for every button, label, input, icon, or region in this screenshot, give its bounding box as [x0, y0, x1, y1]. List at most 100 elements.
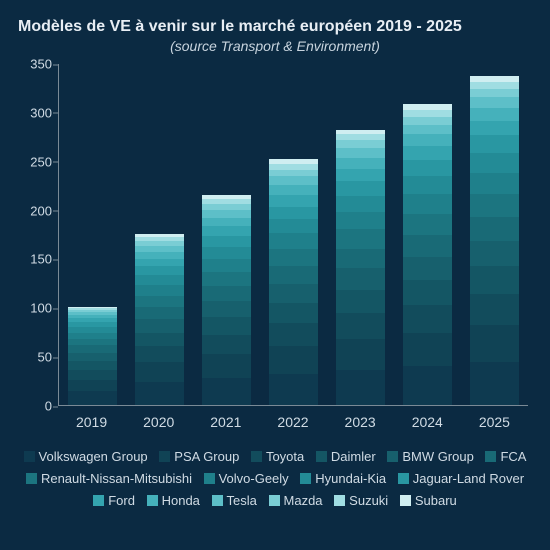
x-label: 2022	[259, 410, 326, 434]
bar-segment	[202, 301, 252, 317]
legend-swatch	[251, 451, 262, 462]
bar-segment	[403, 146, 453, 160]
bar-segment	[269, 207, 319, 220]
bar-segment	[336, 169, 386, 182]
bar-segment	[403, 257, 453, 280]
bar-segment	[336, 212, 386, 230]
bar-segment	[269, 266, 319, 284]
bar-segment	[336, 370, 386, 405]
legend-swatch	[387, 451, 398, 462]
x-label: 2025	[461, 410, 528, 434]
stacked-bar	[135, 234, 185, 405]
bar-segment	[470, 97, 520, 108]
bar-column	[327, 64, 394, 405]
bar-segment	[269, 323, 319, 346]
legend-item: Ford	[93, 490, 135, 512]
bar-segment	[470, 153, 520, 173]
bar-segment	[470, 82, 520, 89]
plot-area	[58, 64, 528, 406]
bar-segment	[68, 339, 118, 346]
x-label: 2019	[58, 410, 125, 434]
bar-segment	[470, 217, 520, 240]
bar-segment	[403, 160, 453, 177]
bar-segment	[403, 110, 453, 117]
y-tick: 100	[18, 301, 52, 316]
bar-segment	[336, 229, 386, 249]
legend-item: Volvo-Geely	[204, 468, 289, 490]
y-tick: 0	[18, 399, 52, 414]
bar-segment	[202, 286, 252, 302]
legend-swatch	[24, 451, 35, 462]
bar-segment	[470, 108, 520, 121]
legend-swatch	[398, 473, 409, 484]
legend-swatch	[334, 495, 345, 506]
legend-item: Daimler	[316, 446, 376, 468]
x-label: 2020	[125, 410, 192, 434]
legend-item: BMW Group	[387, 446, 474, 468]
bar-segment	[68, 391, 118, 405]
bar-segment	[269, 249, 319, 267]
bar-column	[126, 64, 193, 405]
bar-segment	[135, 307, 185, 319]
legend-item: Toyota	[251, 446, 304, 468]
legend: Volkswagen Group PSA Group Toyota Daimle…	[18, 446, 532, 512]
bar-segment	[336, 181, 386, 196]
bar-segment	[336, 290, 386, 313]
bar-segment	[336, 249, 386, 269]
bar-segment	[68, 353, 118, 361]
legend-swatch	[26, 473, 37, 484]
bar-segment	[269, 195, 319, 207]
chart-subtitle: (source Transport & Environment)	[18, 38, 532, 54]
legend-swatch	[204, 473, 215, 484]
bar-segment	[202, 378, 252, 405]
stacked-bar	[269, 159, 319, 405]
legend-swatch	[147, 495, 158, 506]
y-tick: 250	[18, 154, 52, 169]
bar-segment	[403, 235, 453, 256]
bar-segment	[135, 259, 185, 267]
bar-segment	[470, 173, 520, 194]
bar-segment	[470, 266, 520, 293]
bar-segment	[403, 134, 453, 146]
bar-segment	[269, 170, 319, 177]
bar-segment	[135, 296, 185, 308]
stacked-bar	[336, 130, 386, 405]
bar-segment	[135, 362, 185, 382]
y-tick: 200	[18, 203, 52, 218]
legend-item: Subaru	[400, 490, 457, 512]
bar-segment	[68, 370, 118, 380]
legend-swatch	[269, 495, 280, 506]
bar-segment	[269, 303, 319, 323]
bar-segment	[202, 226, 252, 236]
bar-segment	[135, 252, 185, 259]
chart-area: 050100150200250300350 201920202021202220…	[18, 64, 528, 434]
legend-swatch	[400, 495, 411, 506]
bar-column	[193, 64, 260, 405]
bar-segment	[135, 346, 185, 362]
bar-segment	[470, 194, 520, 217]
bar-segment	[336, 268, 386, 289]
bar-segment	[470, 121, 520, 136]
bar-column	[260, 64, 327, 405]
bar-segment	[403, 125, 453, 135]
legend-item: Tesla	[212, 490, 257, 512]
bar-segment	[269, 176, 319, 185]
bar-segment	[269, 219, 319, 233]
bar-segment	[269, 374, 319, 405]
legend-swatch	[93, 495, 104, 506]
stacked-bar	[68, 307, 118, 405]
bar-segment	[470, 135, 520, 153]
legend-item: Suzuki	[334, 490, 388, 512]
bar-segment	[269, 284, 319, 304]
legend-item: Hyundai-Kia	[300, 468, 386, 490]
legend-swatch	[485, 451, 496, 462]
bar-segment	[269, 233, 319, 249]
y-tick: 350	[18, 57, 52, 72]
bar-segment	[336, 148, 386, 158]
bar-segment	[470, 89, 520, 98]
bar-segment	[470, 294, 520, 325]
bar-segment	[403, 214, 453, 235]
bar-segment	[202, 210, 252, 218]
stacked-bar	[403, 104, 453, 405]
bar-segment	[269, 346, 319, 373]
